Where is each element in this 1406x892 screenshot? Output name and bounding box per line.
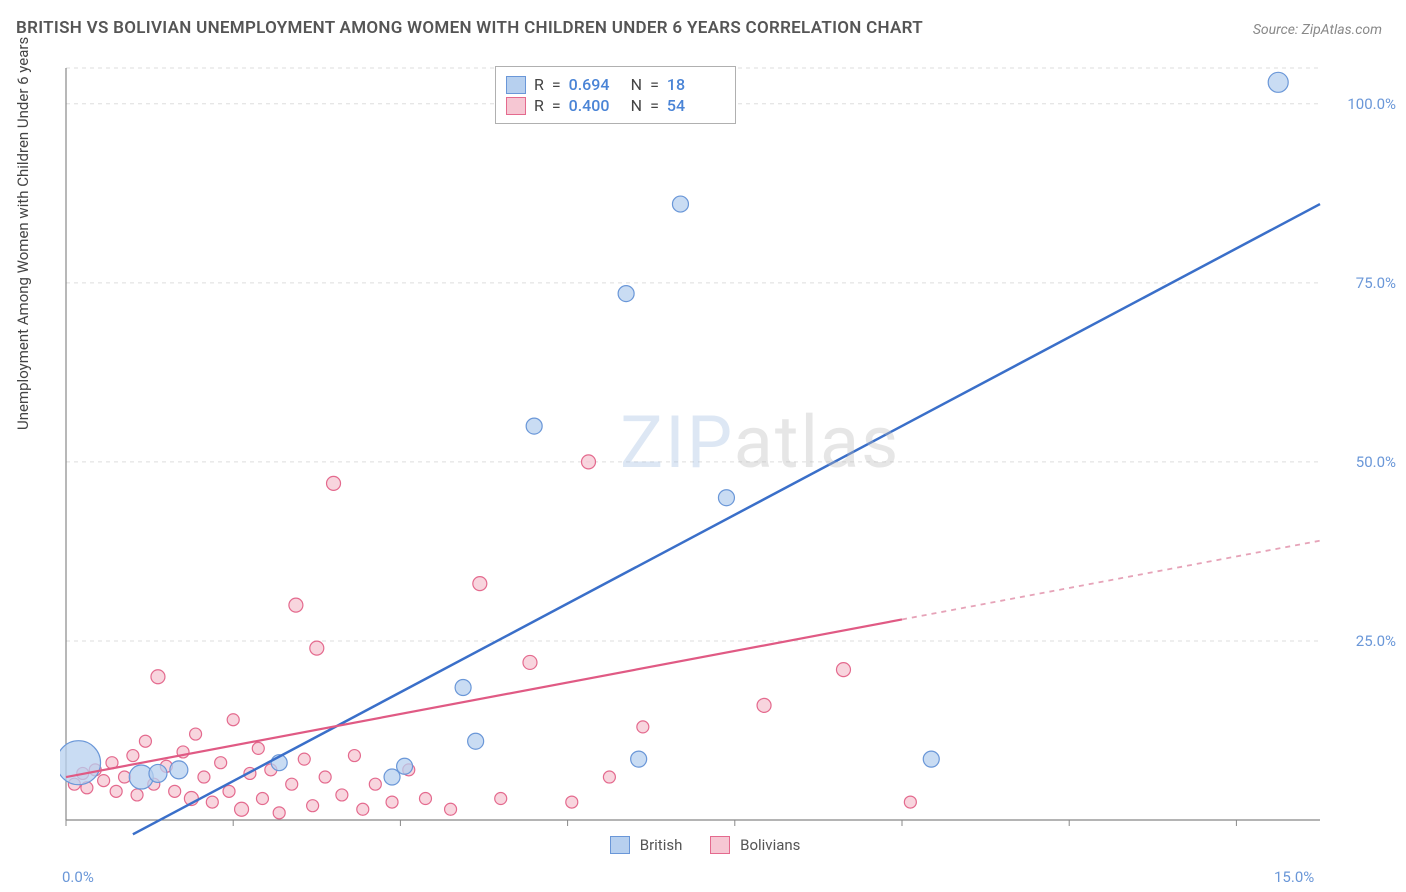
legend-stats: R = 0.694 N = 18 R = 0.400 N = 54 [495,66,736,124]
y-tick-label: 50.0% [1356,453,1396,471]
legend-item-bolivians: Bolivians [710,836,800,854]
y-axis-label: Unemployment Among Women with Children U… [14,37,32,430]
chart-title: BRITISH VS BOLIVIAN UNEMPLOYMENT AMONG W… [16,18,923,38]
legend-swatch-british [610,836,630,854]
legend-series: British Bolivians [610,836,800,854]
legend-stats-bolivians: R = 0.400 N = 54 [506,96,721,115]
chart-source: Source: ZipAtlas.com [1253,22,1382,38]
x-tick-label: 15.0% [1274,868,1314,886]
scatter-plot [60,60,1380,850]
legend-swatch-bolivians [506,97,526,115]
y-tick-label: 100.0% [1347,95,1396,113]
legend-stats-british: R = 0.694 N = 18 [506,75,721,94]
legend-swatch-british [506,76,526,94]
x-tick-label: 0.0% [62,868,94,886]
legend-swatch-bolivians [710,836,730,854]
legend-item-british: British [610,836,682,854]
y-tick-label: 25.0% [1356,632,1396,650]
y-tick-label: 75.0% [1356,274,1396,292]
chart-container: BRITISH VS BOLIVIAN UNEMPLOYMENT AMONG W… [0,0,1406,892]
